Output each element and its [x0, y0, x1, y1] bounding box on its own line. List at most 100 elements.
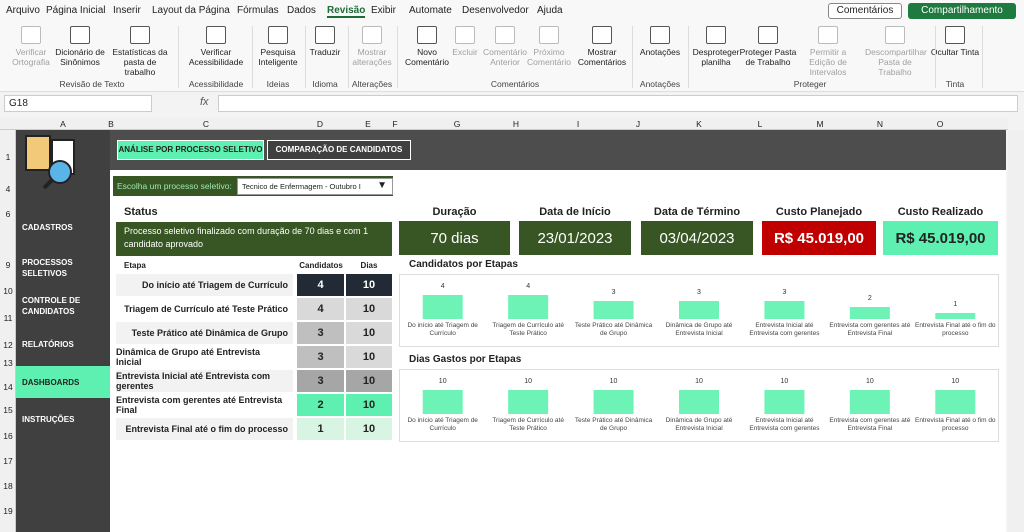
ribbon-button[interactable]: Estatísticas da pasta de trabalho: [110, 26, 170, 77]
bar: [422, 295, 463, 319]
ribbon-button[interactable]: Excluir: [435, 26, 495, 57]
ribbon-button[interactable]: Anotações: [630, 26, 690, 57]
menu-tab[interactable]: Página Inicial: [46, 5, 106, 16]
ribbon-button[interactable]: Desproteger planilha: [686, 26, 746, 67]
menu-tab[interactable]: Exibir: [371, 5, 397, 16]
ribbon-icon: [495, 26, 515, 44]
ribbon-icon: [885, 26, 905, 44]
ribbon-button[interactable]: Verificar Acessibilidade: [186, 26, 246, 67]
bar-value: 2: [867, 295, 872, 302]
ribbon-label: Anotações: [639, 47, 681, 57]
menu-tab[interactable]: Revisão: [327, 5, 366, 18]
tab-button[interactable]: COMPARAÇÃO DE CANDIDATOS: [267, 140, 411, 160]
sidebar-item[interactable]: INSTRUÇÕES: [22, 415, 75, 424]
sidebar-item[interactable]: CADASTROS: [22, 223, 73, 232]
share-button[interactable]: Compartilhamento: [908, 3, 1016, 19]
chart-plot: [422, 390, 976, 414]
ribbon-button[interactable]: Descompartilhar Pasta de Trabalho: [865, 26, 927, 77]
row-header: 1: [5, 152, 11, 162]
process-select[interactable]: Tecnico de Enfermagem - Outubro I ▼: [237, 178, 393, 195]
kpi-title: Duração: [432, 206, 477, 218]
category-label: Do início até Triagem de Currículo: [407, 322, 478, 337]
ribbon-button[interactable]: Dicionário de Sinônimos: [50, 26, 110, 67]
ribbon-label: Ocultar Tinta: [930, 47, 980, 57]
ribbon-button[interactable]: Traduzir: [295, 26, 355, 57]
column-header: G: [453, 119, 461, 129]
ribbon-label: Próximo Comentário: [527, 47, 571, 67]
column-header: N: [876, 119, 884, 129]
bar-value: 4: [440, 283, 445, 290]
sidebar-item[interactable]: DASHBOARDS: [22, 378, 80, 387]
ribbon-icon: [70, 26, 90, 44]
tab-button[interactable]: ANÁLISE POR PROCESSO SELETIVO: [117, 140, 264, 160]
bar: [935, 390, 976, 414]
category-label: Do início até Triagem de Currículo: [407, 417, 478, 432]
sidebar-item[interactable]: PROCESSOS SELETIVOS: [22, 258, 73, 278]
days-cell: 10: [346, 394, 392, 416]
ribbon-button[interactable]: Mostrar alterações: [342, 26, 402, 67]
table-header: Candidatos: [299, 261, 343, 270]
category-label: Entrevista Inicial até Entrevista com ge…: [749, 322, 820, 337]
group-label: Proteger: [793, 79, 827, 89]
chart-plot: [422, 295, 976, 319]
ribbon-label: Pesquisa Inteligente: [258, 47, 298, 67]
comments-button[interactable]: Comentários: [828, 3, 902, 19]
bar: [593, 301, 634, 319]
ribbon-icon: [592, 26, 612, 44]
name-box[interactable]: G18: [4, 95, 152, 112]
menu-tab[interactable]: Ajuda: [537, 5, 563, 16]
category-label: Triagem de Currículo até Teste Prático: [492, 417, 564, 432]
chart-title: Candidatos por Etapas: [409, 259, 518, 270]
group-label: Idioma: [312, 79, 338, 89]
ribbon-label: Mostrar alterações: [352, 47, 392, 67]
ribbon-button[interactable]: Verificar Ortografia: [1, 26, 61, 67]
scrollbar[interactable]: [1008, 130, 1024, 532]
bar-value: 10: [609, 378, 618, 385]
menu-tab[interactable]: Inserir: [113, 5, 141, 16]
sidebar-item[interactable]: CONTROLE DE CANDIDATOS: [22, 296, 81, 316]
formula-input[interactable]: [218, 95, 1018, 112]
ribbon-label: Verificar Acessibilidade: [188, 47, 244, 67]
bar: [508, 390, 549, 414]
menu-tab[interactable]: Fórmulas: [237, 5, 279, 16]
ribbon-button[interactable]: Novo Comentário: [397, 26, 457, 67]
days-cell: 10: [346, 322, 392, 344]
group-separator: [305, 26, 306, 88]
category-label: Dinâmica de Grupo até Entrevista Inicial: [665, 417, 733, 432]
menu-tab[interactable]: Arquivo: [6, 5, 40, 16]
ribbon-label: Excluir: [452, 47, 478, 57]
row-header: 18: [3, 481, 13, 491]
candidates-cell: 3: [297, 322, 344, 344]
ribbon-button[interactable]: Mostrar Comentários: [572, 26, 632, 67]
select-value: Tecnico de Enfermagem - Outubro I: [242, 182, 361, 191]
column-header: D: [316, 119, 324, 129]
ribbon-button[interactable]: Pesquisa Inteligente: [248, 26, 308, 67]
menu-tab[interactable]: Desenvolvedor: [462, 5, 529, 16]
ribbon-button[interactable]: Próximo Comentário: [519, 26, 579, 67]
category-label: Entrevista Inicial até Entrevista com ge…: [749, 417, 820, 432]
ribbon-button[interactable]: Proteger Pasta de Trabalho: [738, 26, 798, 67]
column-header: L: [757, 119, 763, 129]
fx-icon[interactable]: fx: [200, 96, 209, 108]
ribbon-button[interactable]: Comentário Anterior: [475, 26, 535, 67]
days-cell: 10: [346, 418, 392, 440]
menu-tab[interactable]: Layout da Página: [152, 5, 230, 16]
menu-tab[interactable]: Automate: [409, 5, 452, 16]
column-header: I: [576, 119, 580, 129]
ribbon-label: Proteger Pasta de Trabalho: [739, 47, 797, 67]
category-label: Entrevista Final até o fim do processo: [914, 322, 996, 337]
table-header: Etapa: [124, 261, 146, 270]
group-label: Comentários: [490, 79, 540, 89]
kpi-value: R$ 45.019,00: [883, 221, 998, 255]
ribbon-label: Verificar Ortografia: [12, 47, 50, 67]
stage-cell: Dinâmica de Grupo até Entrevista Inicial: [116, 346, 293, 368]
group-separator: [178, 26, 179, 88]
ribbon-label: Mostrar Comentários: [577, 47, 627, 67]
sidebar-item[interactable]: RELATÓRIOS: [22, 340, 74, 349]
column-header: E: [365, 119, 371, 129]
ribbon-button[interactable]: Ocultar Tinta: [925, 26, 985, 57]
ribbon-button[interactable]: Permitir a Edição de Intervalos: [798, 26, 858, 77]
ribbon-icon: [362, 26, 382, 44]
menu-tab[interactable]: Dados: [287, 5, 316, 16]
column-header: J: [635, 119, 641, 129]
